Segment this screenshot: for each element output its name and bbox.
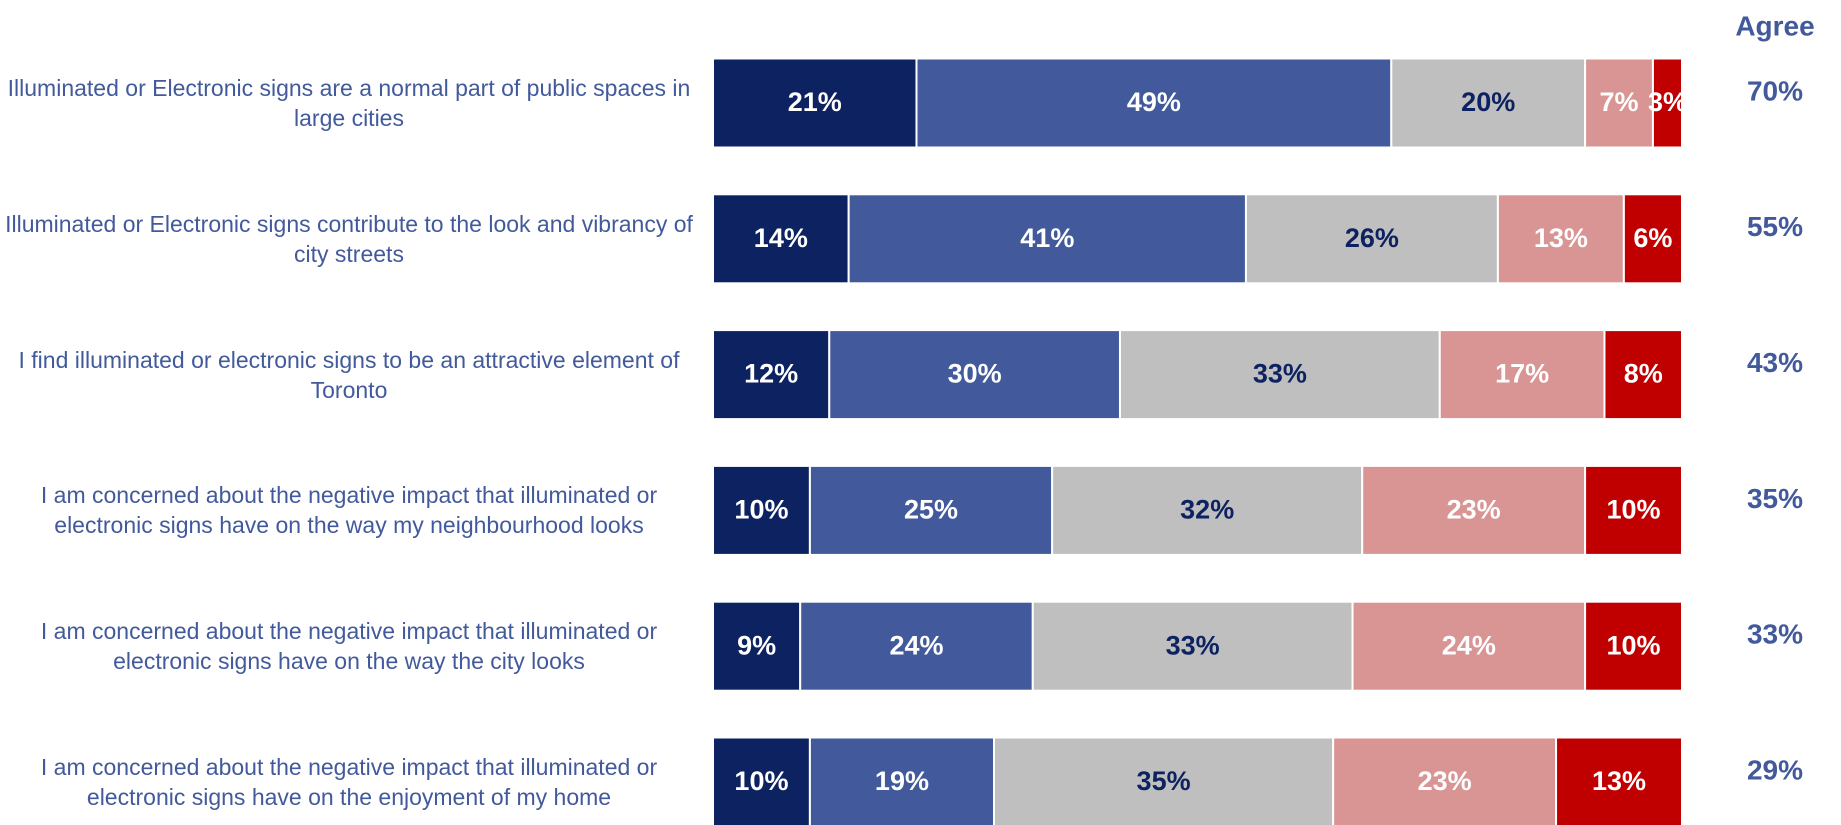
value-label: 26% <box>1345 223 1399 253</box>
agree-value: 29% <box>1747 754 1803 785</box>
bar-segment <box>799 600 1034 692</box>
bar-segment <box>1351 600 1587 692</box>
category-label: I am concerned about the negative impact… <box>40 754 658 810</box>
agree-value: 33% <box>1747 619 1803 650</box>
value-label: 23% <box>1418 766 1472 796</box>
bar-segment <box>1584 600 1683 692</box>
bar-segment <box>1584 464 1683 556</box>
category-label: I find illuminated or electronic signs t… <box>18 346 680 403</box>
category-label: Illuminated or Electronic signs are a no… <box>7 75 691 131</box>
value-label: 10% <box>1607 495 1661 525</box>
agree-value: 35% <box>1747 483 1803 514</box>
bar-segment <box>1603 329 1683 421</box>
bar-segment <box>712 193 850 285</box>
value-label: 23% <box>1447 495 1501 525</box>
bar-segment <box>1438 329 1606 421</box>
bar-segment <box>828 329 1121 421</box>
value-label: 49% <box>1127 87 1181 117</box>
value-label: 9% <box>737 630 776 660</box>
category-label: I am concerned about the negative impact… <box>40 618 658 675</box>
value-label: 13% <box>1534 223 1588 253</box>
value-label: 7% <box>1599 87 1638 117</box>
value-label: 12% <box>744 359 798 389</box>
value-label: 25% <box>904 495 958 525</box>
agree-value: 43% <box>1747 347 1803 378</box>
bar-segment <box>993 736 1335 825</box>
value-label: 33% <box>1253 359 1307 389</box>
value-label: 32% <box>1180 495 1234 525</box>
value-label: 8% <box>1624 359 1663 389</box>
value-label: 19% <box>875 766 929 796</box>
bar-segment <box>808 464 1054 556</box>
value-label: 17% <box>1495 359 1549 389</box>
bar-segment <box>808 736 996 825</box>
bar-segment <box>1651 57 1684 149</box>
value-label: 41% <box>1020 223 1074 253</box>
bar-segment <box>1244 193 1499 285</box>
value-label: 24% <box>889 630 943 660</box>
value-label: 10% <box>734 766 788 796</box>
bar-segment <box>847 193 1247 285</box>
bar-segment <box>1361 464 1587 556</box>
value-label: 20% <box>1461 87 1515 117</box>
bar-segment <box>712 57 918 149</box>
value-label: 3% <box>1648 87 1687 117</box>
value-label: 24% <box>1442 630 1496 660</box>
value-label: 21% <box>788 87 842 117</box>
bar-segment <box>712 464 811 556</box>
bar-segment <box>1051 464 1364 556</box>
bar-segment <box>1584 57 1654 149</box>
bar-segment <box>1390 57 1587 149</box>
value-label: 13% <box>1592 766 1646 796</box>
agree-value: 55% <box>1747 211 1803 242</box>
bar-segment <box>1555 736 1684 825</box>
agree-title: Agree <box>1735 10 1814 41</box>
value-label: 14% <box>754 223 808 253</box>
bar-segment <box>712 329 831 421</box>
value-label: 35% <box>1137 766 1191 796</box>
agree-value: 70% <box>1747 75 1803 106</box>
value-label: 33% <box>1166 630 1220 660</box>
bar-segment <box>1622 193 1683 285</box>
bar-segment <box>1031 600 1354 692</box>
category-label: Illuminated or Electronic signs contribu… <box>5 210 693 267</box>
value-label: 10% <box>1607 630 1661 660</box>
category-label: I am concerned about the negative impact… <box>40 482 658 539</box>
value-label: 10% <box>734 495 788 525</box>
value-label: 6% <box>1633 223 1672 253</box>
value-label: 30% <box>948 359 1002 389</box>
